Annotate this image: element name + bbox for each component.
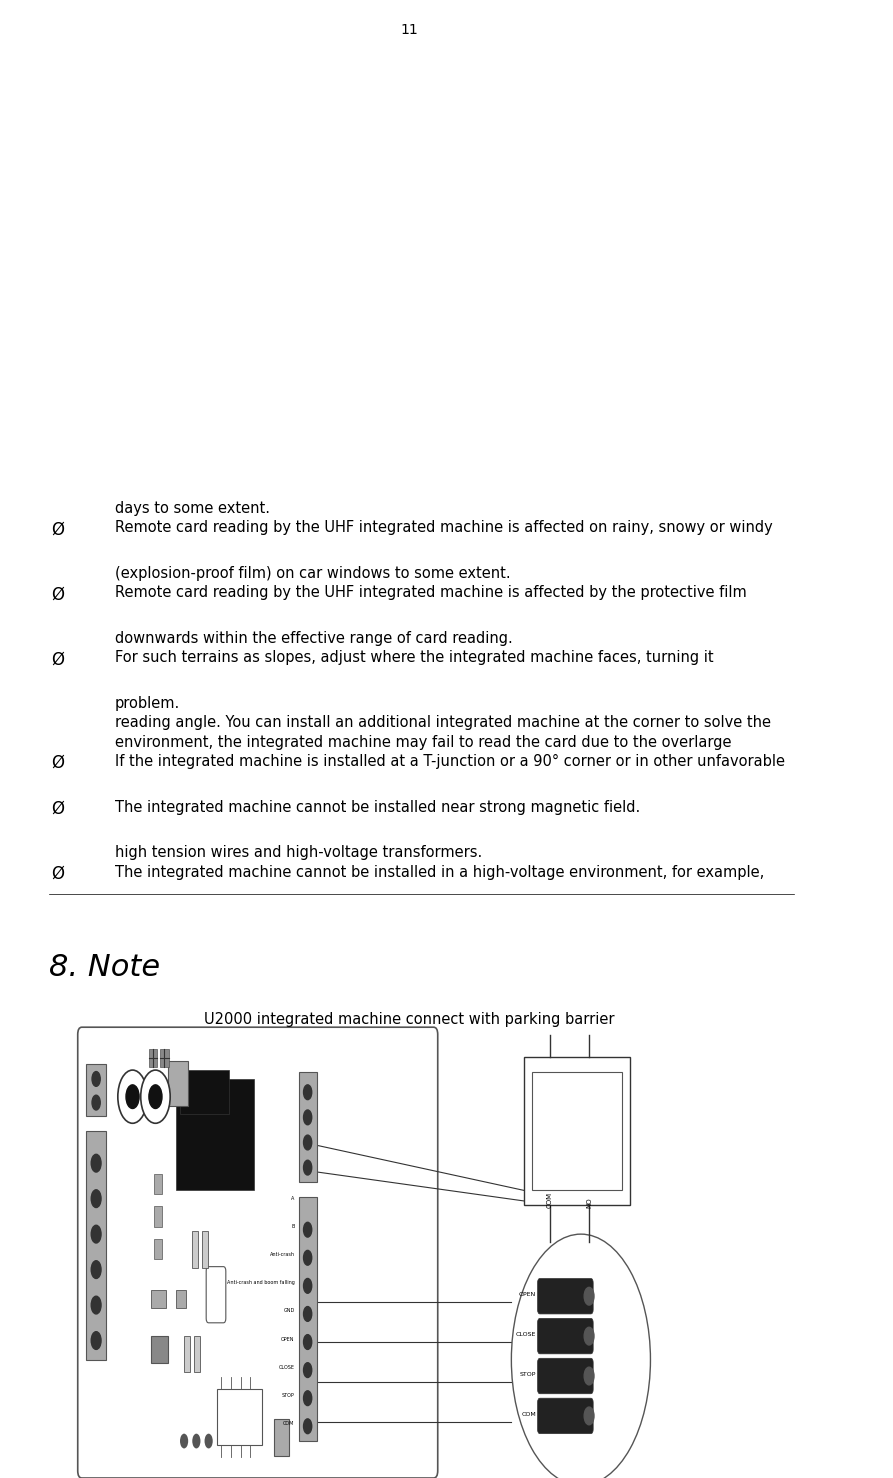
Circle shape [149,1085,162,1108]
Circle shape [204,1434,213,1448]
Text: OPEN: OPEN [281,1336,295,1342]
Bar [86,1131,106,1360]
Text: NO: NO [586,1197,592,1208]
Circle shape [91,1190,101,1208]
Text: The integrated machine cannot be installed near strong magnetic field.: The integrated machine cannot be install… [114,800,639,814]
Text: A: A [291,1196,295,1202]
Circle shape [92,1072,100,1086]
Circle shape [91,1261,101,1278]
Text: B: B [291,1224,295,1230]
Text: Remote card reading by the UHF integrated machine is affected by the protective : Remote card reading by the UHF integrate… [114,585,747,600]
FancyBboxPatch shape [78,1027,438,1478]
Text: environment, the integrated machine may fail to read the card due to the overlar: environment, the integrated machine may … [114,735,731,749]
Circle shape [304,1222,312,1237]
FancyBboxPatch shape [538,1358,593,1394]
Circle shape [304,1363,312,1377]
Bar [180,1070,230,1114]
FancyBboxPatch shape [206,1267,226,1323]
Text: STOP: STOP [520,1372,536,1377]
Text: Remote card reading by the UHF integrated machine is affected on rainy, snowy or: Remote card reading by the UHF integrate… [114,520,772,535]
Circle shape [304,1419,312,1434]
Text: (explosion-proof film) on car windows to some extent.: (explosion-proof film) on car windows to… [114,566,510,581]
Text: Ø: Ø [51,650,63,668]
Bar [274,1419,288,1456]
Circle shape [304,1250,312,1265]
Text: downwards within the effective range of card reading.: downwards within the effective range of … [114,631,513,646]
Text: reading angle. You can install an additional integrated machine at the corner to: reading angle. You can install an additi… [114,715,771,730]
Circle shape [584,1327,594,1345]
Circle shape [304,1160,312,1175]
Text: days to some extent.: days to some extent. [114,501,270,516]
FancyBboxPatch shape [538,1278,593,1314]
Text: If the integrated machine is installed at a T-junction or a 90° corner or in oth: If the integrated machine is installed a… [114,754,785,769]
Text: Ø: Ø [51,585,63,603]
Text: STOP: STOP [282,1392,295,1398]
Text: Ø: Ø [51,754,63,772]
Bar [161,1049,169,1067]
Text: problem.: problem. [114,696,179,711]
Circle shape [180,1434,188,1448]
Text: high tension wires and high-voltage transformers.: high tension wires and high-voltage tran… [114,845,482,860]
Text: Ø: Ø [51,800,63,817]
FancyBboxPatch shape [538,1398,593,1434]
Circle shape [512,1234,650,1478]
Text: GND: GND [283,1308,295,1314]
Bar [152,1290,166,1308]
Circle shape [304,1135,312,1150]
Circle shape [91,1332,101,1349]
Text: OPEN: OPEN [519,1292,536,1298]
Bar [154,1239,162,1259]
Circle shape [304,1110,312,1125]
Text: Anti-crash and boom falling: Anti-crash and boom falling [227,1280,295,1286]
Bar [149,1049,157,1067]
Bar [176,1079,254,1190]
Bar [152,1336,168,1363]
Text: CLOSE: CLOSE [515,1332,536,1338]
Bar [523,1057,630,1205]
Circle shape [91,1225,101,1243]
Text: The integrated machine cannot be installed in a high-voltage environment, for ex: The integrated machine cannot be install… [114,865,764,879]
Bar [298,1197,317,1441]
Circle shape [92,1095,100,1110]
Bar [176,1290,186,1308]
Circle shape [304,1391,312,1406]
Bar [154,1206,162,1227]
Circle shape [584,1367,594,1385]
Bar [202,1231,208,1268]
Text: For such terrains as slopes, adjust where the integrated machine faces, turning : For such terrains as slopes, adjust wher… [114,650,714,665]
Bar [192,1231,198,1268]
Circle shape [584,1287,594,1305]
Bar [194,1336,200,1372]
Text: COM: COM [547,1191,553,1208]
Bar [86,1064,106,1116]
Circle shape [192,1434,200,1448]
Text: U2000 integrated machine connect with parking barrier: U2000 integrated machine connect with pa… [204,1012,614,1027]
Bar [154,1174,162,1194]
FancyBboxPatch shape [538,1318,593,1354]
Circle shape [304,1335,312,1349]
Circle shape [141,1070,171,1123]
Bar [184,1336,190,1372]
Text: Ø: Ø [51,865,63,882]
Circle shape [584,1407,594,1425]
Text: Ø: Ø [51,520,63,538]
Circle shape [304,1307,312,1321]
Text: COM: COM [283,1420,295,1426]
Text: 8. Note: 8. Note [49,953,160,983]
Circle shape [118,1070,147,1123]
Bar [532,1072,622,1190]
Circle shape [126,1085,139,1108]
Bar [298,1072,317,1182]
Text: CLOSE: CLOSE [279,1364,295,1370]
Bar [168,1061,188,1106]
Circle shape [91,1154,101,1172]
Bar [217,1389,262,1445]
Text: COM: COM [522,1411,536,1417]
Circle shape [304,1085,312,1100]
Circle shape [91,1296,101,1314]
Circle shape [304,1278,312,1293]
Text: Anti-crash: Anti-crash [270,1252,295,1258]
Text: 11: 11 [400,24,418,37]
